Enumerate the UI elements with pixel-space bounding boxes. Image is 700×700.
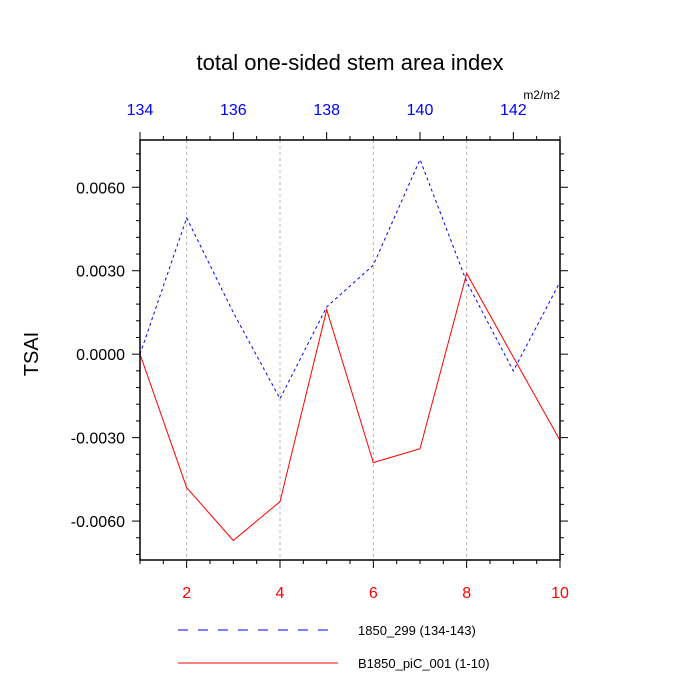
- series-line-1: [139, 158, 561, 400]
- y-axis-label: TSAI: [21, 332, 43, 376]
- plot-frame: [139, 139, 561, 561]
- y-tick-label: 0.0060: [76, 180, 125, 197]
- x-tick-label-top: 138: [313, 102, 340, 119]
- chart-title: total one-sided stem area index: [197, 50, 504, 75]
- y-tick-label: -0.0030: [71, 431, 125, 448]
- legend-label-1: 1850_299 (134-143): [358, 623, 476, 638]
- x-tick-label-bottom: 2: [182, 585, 191, 602]
- x-tick-label-top: 134: [127, 102, 154, 119]
- x-tick-label-top: 140: [407, 102, 434, 119]
- x-tick-label-bottom: 6: [369, 585, 378, 602]
- y-tick-label: 0.0000: [76, 347, 125, 364]
- x-tick-label-bottom: 10: [551, 585, 569, 602]
- y-tick-label: 0.0030: [76, 264, 125, 281]
- units-label: m2/m2: [523, 88, 560, 102]
- x-tick-label-top: 136: [220, 102, 247, 119]
- x-tick-label-bottom: 8: [462, 585, 471, 602]
- axes: -0.0060 -0.0030 0.0000 0.0030 0.0060 2 4 6 8 10 13…: [71, 102, 569, 602]
- series-layer: [139, 158, 561, 542]
- grid-lines: [186, 140, 468, 560]
- y-tick-label: -0.0060: [71, 514, 125, 531]
- legend: 1850_299 (134-143) B1850_piC_001 (1-10): [178, 623, 490, 671]
- series-line-2: [139, 272, 561, 542]
- x-tick-label-top: 142: [500, 102, 527, 119]
- legend-label-2: B1850_piC_001 (1-10): [358, 656, 490, 671]
- x-tick-label-bottom: 4: [276, 585, 285, 602]
